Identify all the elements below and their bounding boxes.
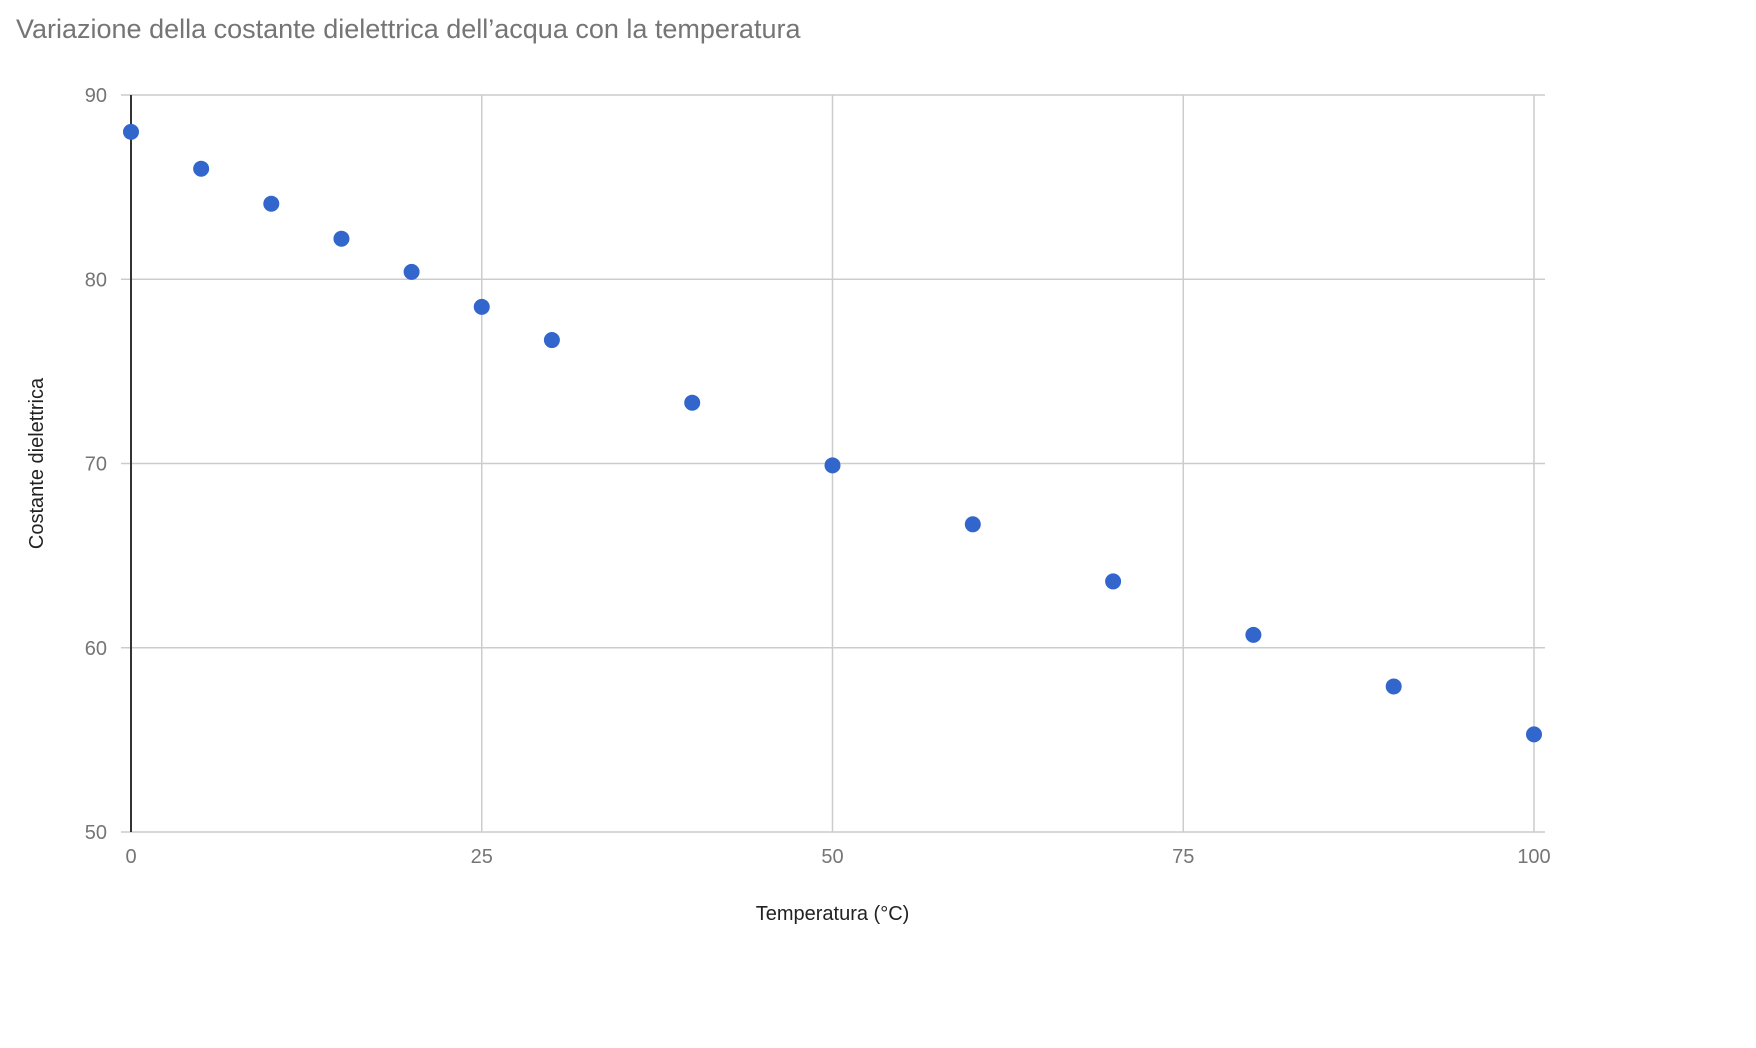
x-tick-labels: 0 25 50 75 100: [125, 846, 1550, 868]
y-tick-labels: 50 60 70 80 90: [85, 85, 107, 844]
data-point: [964, 516, 981, 533]
y-tick-label: 60: [85, 638, 107, 660]
data-point: [1526, 726, 1542, 743]
x-axis-title: Temperatura (°C): [756, 903, 910, 925]
data-point: [263, 195, 280, 212]
x-tick-label: 50: [821, 846, 843, 868]
data-point: [824, 457, 841, 474]
y-tick-label: 80: [85, 269, 107, 291]
data-point: [1385, 678, 1402, 695]
x-tick-label: 100: [1517, 846, 1550, 868]
data-point: [1245, 626, 1262, 643]
y-gridlines: [121, 94, 1545, 833]
data-point: [684, 394, 701, 411]
data-point: [403, 263, 420, 280]
y-tick-label: 90: [85, 85, 107, 107]
x-tick-label: 25: [471, 846, 493, 868]
y-tick-label: 50: [85, 822, 107, 844]
data-point: [193, 160, 210, 177]
x-tick-label: 75: [1172, 846, 1194, 868]
x-tick-label: 0: [125, 846, 136, 868]
y-tick-label: 70: [85, 454, 107, 476]
data-point: [123, 123, 139, 140]
data-points: [123, 123, 1542, 743]
chart-title: Variazione della costante dielettrica de…: [16, 14, 801, 44]
y-axis-title: Costante dielettrica: [26, 377, 48, 549]
data-point: [543, 332, 560, 349]
data-point: [333, 230, 350, 247]
data-point: [1105, 573, 1122, 590]
data-point: [473, 298, 490, 315]
